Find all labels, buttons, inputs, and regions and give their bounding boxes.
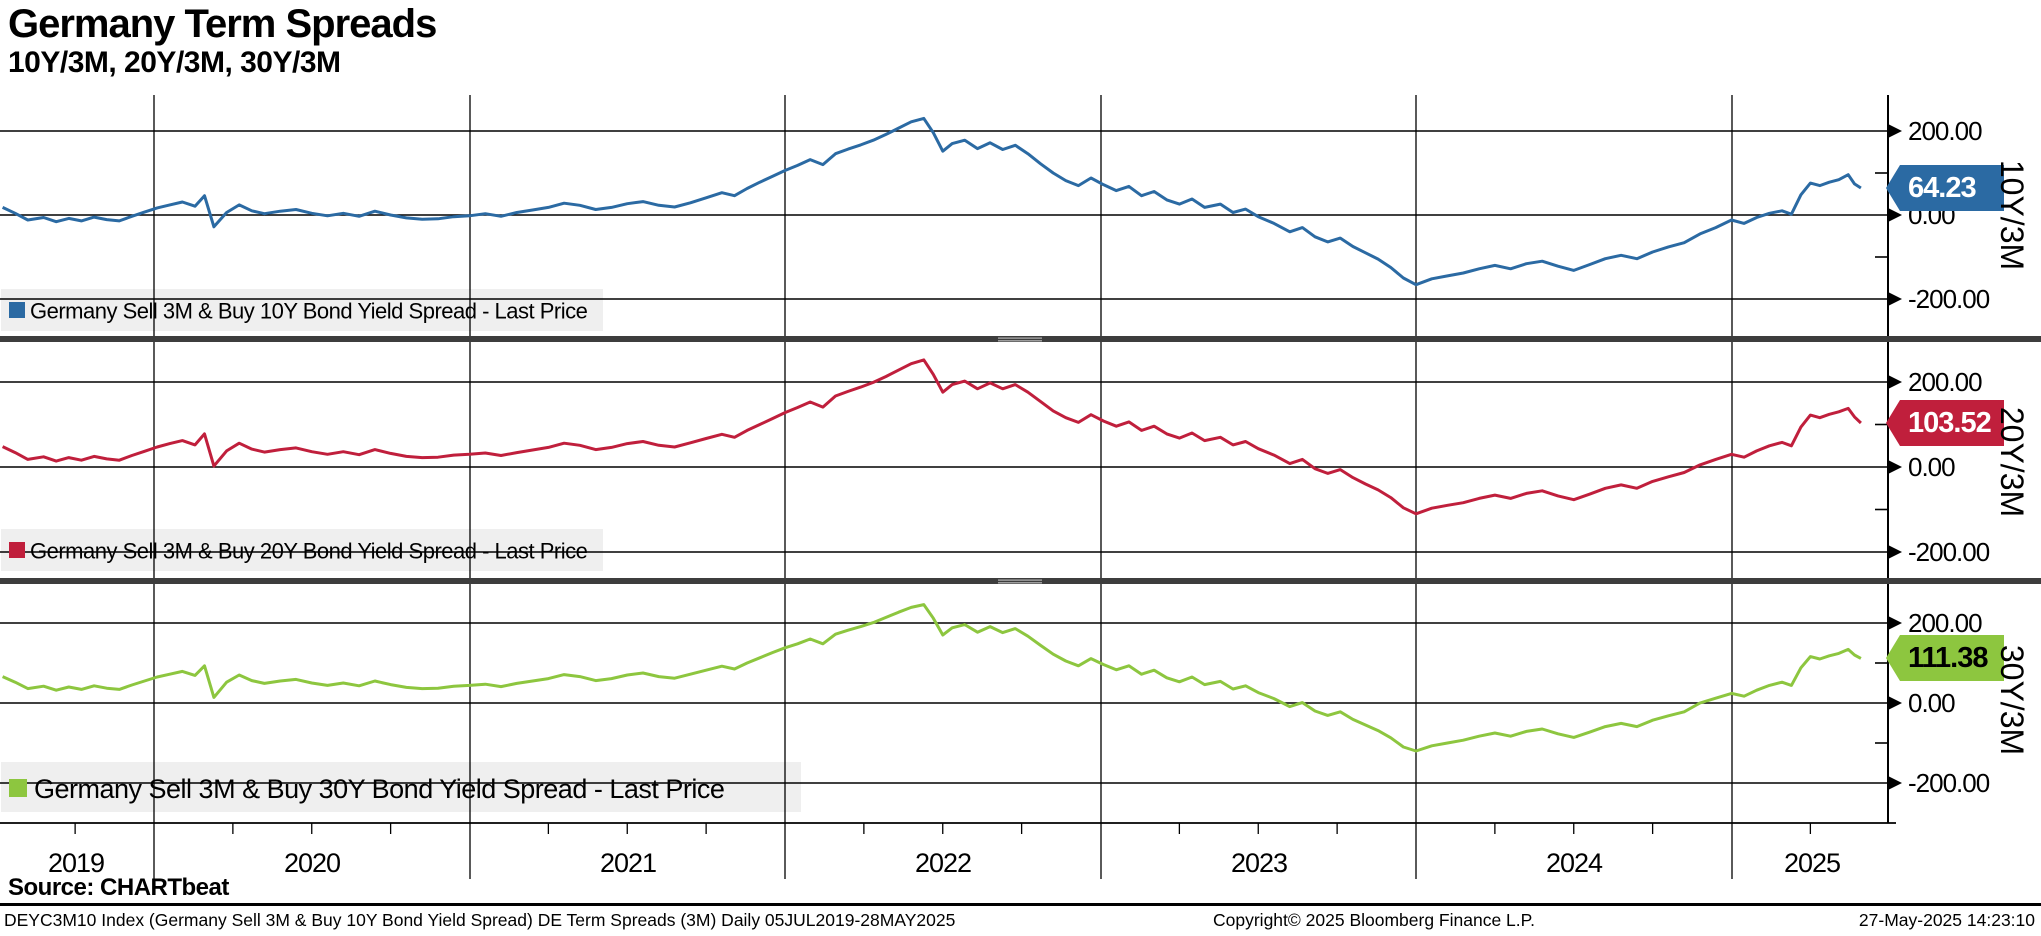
source-line: Source: CHARTbeat xyxy=(8,874,229,901)
legend-label-10y3m: Germany Sell 3M & Buy 10Y Bond Yield Spr… xyxy=(30,299,588,324)
ytick-label: -200.00 xyxy=(1908,537,1990,567)
separator-grip[interactable] xyxy=(998,340,1042,342)
ytick-label: -200.00 xyxy=(1908,284,1990,314)
line-series-30y3m xyxy=(1,603,1862,753)
ytick-label: 200.00 xyxy=(1908,116,1982,146)
footer-copyright: Copyright© 2025 Bloomberg Finance L.P. xyxy=(1213,910,1535,930)
legend-label-30y3m: Germany Sell 3M & Buy 30Y Bond Yield Spr… xyxy=(34,774,724,804)
x-year-label: 2024 xyxy=(1546,848,1603,878)
legend-bg-panel2 xyxy=(1,529,603,571)
ytick-label: 200.00 xyxy=(1908,367,1982,397)
legend-swatch-30y3m xyxy=(9,779,27,797)
x-year-label: 2019 xyxy=(48,848,104,878)
x-year-label: 2023 xyxy=(1231,848,1287,878)
panel-axis-label: 10Y/3M xyxy=(1994,160,2030,270)
legend-label-20y3m: Germany Sell 3M & Buy 20Y Bond Yield Spr… xyxy=(30,539,588,564)
legend-swatch-10y3m xyxy=(9,302,25,318)
panel-separator-2[interactable] xyxy=(0,578,2041,584)
last-price-tag xyxy=(1886,165,2004,211)
ytick-label: 200.00 xyxy=(1908,608,1982,638)
legend-bg-panel1 xyxy=(1,289,603,331)
line-series-20y3m xyxy=(1,358,1862,516)
page-title: Germany Term Spreads xyxy=(8,2,437,46)
footer-timestamp: 27-May-2025 14:23:10 xyxy=(1858,910,2035,930)
last-price-tag xyxy=(1886,400,2004,446)
footer-divider xyxy=(0,903,2041,906)
legend-swatch-20y3m xyxy=(9,542,25,558)
separator-grip[interactable] xyxy=(998,337,1042,339)
ytick-label: 0.00 xyxy=(1908,688,1955,718)
panel-30y3m: 200.00 0.00 -200.00 111.38 30Y/3M German… xyxy=(9,608,2030,804)
last-price-value: 64.23 xyxy=(1908,172,1976,204)
footer: DEYC3M10 Index (Germany Sell 3M & Buy 10… xyxy=(0,906,2041,936)
panel-separator-1[interactable] xyxy=(0,336,2041,342)
panel-20y3m: 200.00 0.00 -200.00 103.52 20Y/3M German… xyxy=(9,367,2030,567)
x-axis-labels: 2019 2020 2021 2022 2023 2024 2025 xyxy=(48,848,1841,878)
panel-10y3m: 200.00 0.00 -200.00 64.23 10Y/3M Germany… xyxy=(9,116,2030,324)
separator-grip[interactable] xyxy=(998,579,1042,581)
page-subtitle: 10Y/3M, 20Y/3M, 30Y/3M xyxy=(8,46,341,79)
legend-bg-panel3 xyxy=(1,762,801,812)
x-year-label: 2025 xyxy=(1784,848,1840,878)
ytick-label: -200.00 xyxy=(1908,768,1990,798)
ytick-label: 0.00 xyxy=(1908,452,1955,482)
last-price-value: 103.52 xyxy=(1908,407,1991,439)
footer-security-info: DEYC3M10 Index (Germany Sell 3M & Buy 10… xyxy=(4,910,956,930)
separator-grip[interactable] xyxy=(998,582,1042,584)
panel-axis-label: 20Y/3M xyxy=(1994,407,2030,517)
last-price-value: 111.38 xyxy=(1908,642,1988,674)
line-series-10y3m xyxy=(1,116,1862,287)
x-year-label: 2021 xyxy=(600,848,656,878)
panel-axis-label: 30Y/3M xyxy=(1994,645,2030,755)
x-year-label: 2022 xyxy=(915,848,971,878)
legend-backgrounds xyxy=(1,289,801,812)
last-price-tag xyxy=(1886,635,2004,681)
x-year-label: 2020 xyxy=(284,848,340,878)
